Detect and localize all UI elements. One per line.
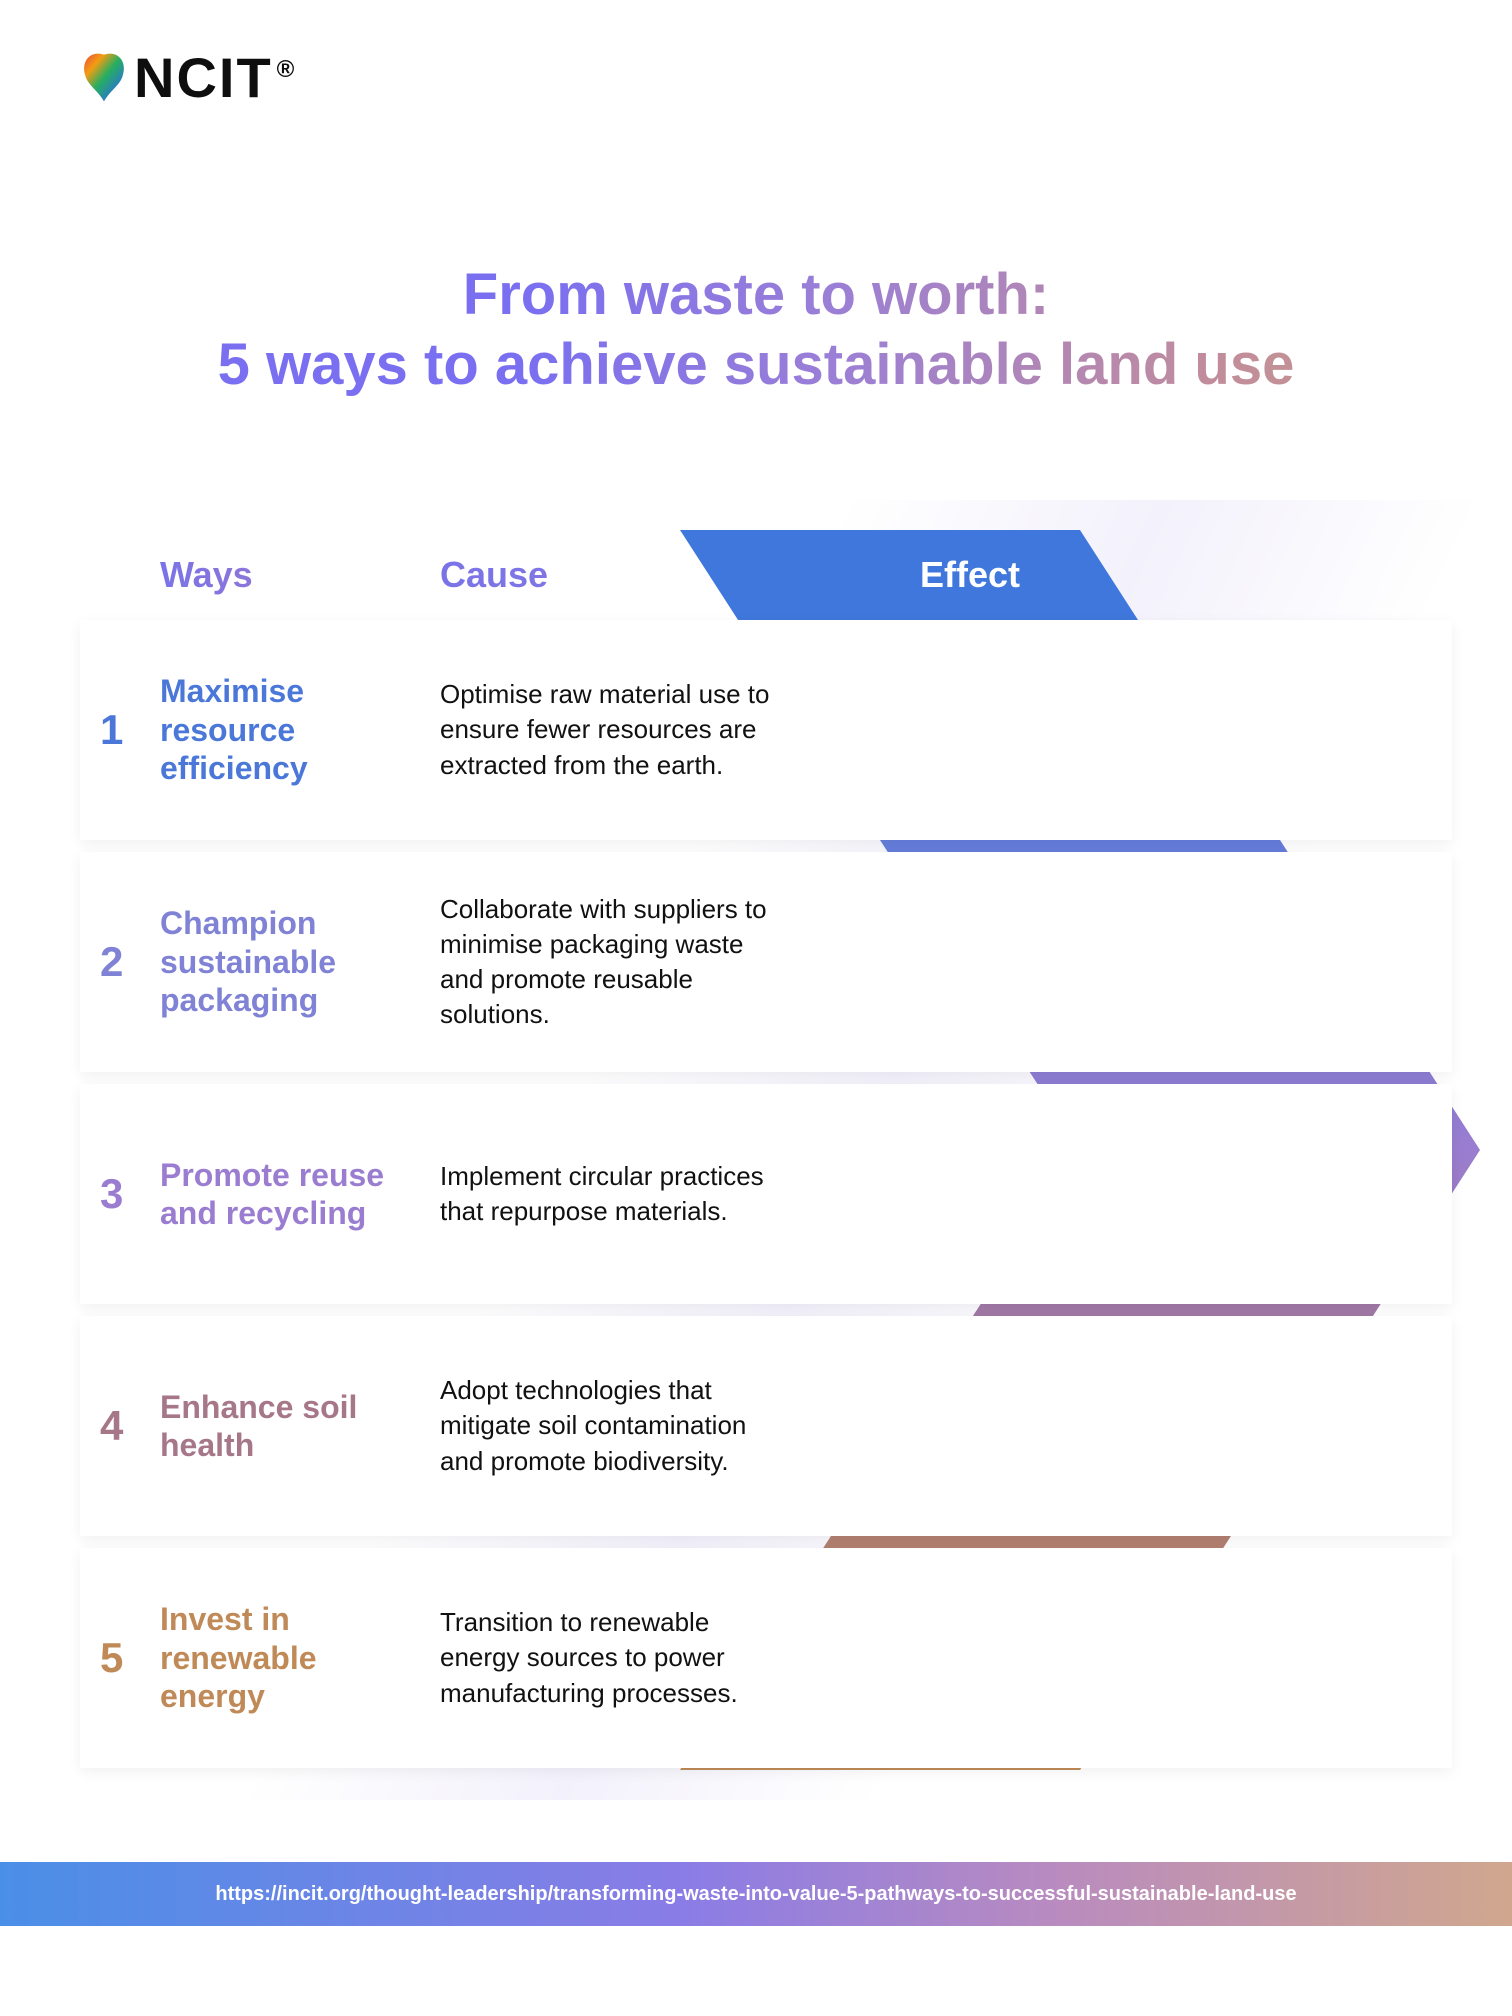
footer-bar: https://incit.org/thought-leadership/tra… [0,1862,1512,1926]
row-way: Promote reuse and recycling [160,1156,440,1233]
row-effect: Reduce the need for new land for extract… [820,1124,1240,1264]
row-effect: Safeguarding land integrity. [820,712,1240,747]
table-row: 5Invest in renewable energyTransition to… [80,1548,1452,1768]
row-way: Champion sustainable packaging [160,904,440,1019]
column-header-ways: Ways [160,554,440,596]
column-header-cause: Cause [440,554,820,596]
title-line-2: 5 ways to achieve sustainable land use [218,332,1295,397]
row-cause: Collaborate with suppliers to minimise p… [440,892,820,1032]
row-way: Invest in renewable energy [160,1600,440,1715]
row-number: 3 [100,1170,160,1218]
butterfly-icon [80,50,128,106]
row-effect: Minimise non-hazardous waste heading for… [820,909,1240,1014]
row-number: 1 [100,706,160,754]
row-way: Maximise resource efficiency [160,672,440,787]
row-cause: Adopt technologies that mitigate soil co… [440,1373,820,1478]
table-row: 4Enhance soil healthAdopt technologies t… [80,1316,1452,1536]
table-row: 1Maximise resource efficiencyOptimise ra… [80,620,1452,840]
row-cause: Transition to renewable energy sources t… [440,1605,820,1710]
row-number: 2 [100,938,160,986]
table-row: 2Champion sustainable packagingCollabora… [80,852,1452,1072]
table-row: 3Promote reuse and recyclingImplement ci… [80,1084,1452,1304]
brand-name: NCIT® [134,50,296,106]
row-cause: Implement circular practices that repurp… [440,1159,820,1229]
infographic-table: Ways Cause Effect 1Maximise resource eff… [80,530,1452,1780]
title-line-1: From waste to worth: [463,262,1049,327]
brand-logo: NCIT® [80,50,296,106]
row-effect: Improve soil quality. [820,1408,1240,1443]
row-cause: Optimise raw material use to ensure fewe… [440,677,820,782]
column-header-effect: Effect [820,554,1240,596]
footer-url: https://incit.org/thought-leadership/tra… [215,1883,1296,1906]
row-effect: Reduce reliance on fossil fuels and mini… [820,1605,1240,1710]
page-title: From waste to worth: 5 ways to achieve s… [0,260,1512,399]
row-way: Enhance soil health [160,1388,440,1465]
row-number: 5 [100,1634,160,1682]
table-header-row: Ways Cause Effect [80,530,1452,620]
row-number: 4 [100,1402,160,1450]
